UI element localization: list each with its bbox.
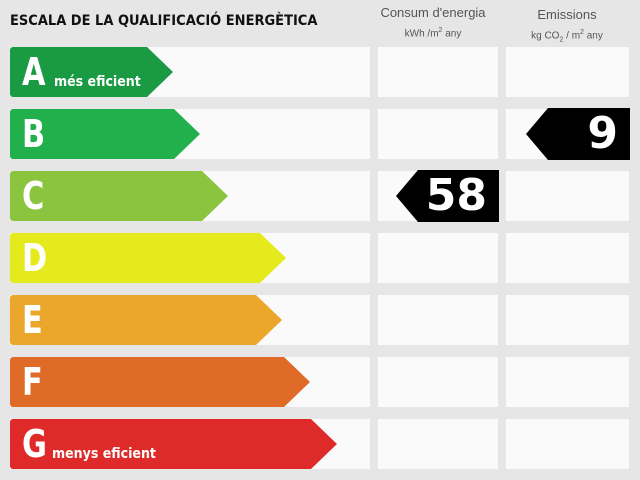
emissions-cell-g [506, 419, 629, 469]
emissions-cell-c [506, 171, 629, 221]
emissions-unit: kg CO2 / m2 any [531, 29, 603, 44]
rating-letter-c: C [22, 174, 45, 218]
rating-letter-e: E [22, 298, 43, 342]
emissions-cell-f [506, 357, 629, 407]
rating-arrow-b [10, 109, 200, 159]
consum-cell-e [378, 295, 498, 345]
emissions-cell-e [506, 295, 629, 345]
consum-cell-a [378, 47, 498, 97]
consum-value-badge: 58 [396, 170, 499, 222]
rating-arrow-e [10, 295, 282, 345]
rating-letter-f: F [22, 360, 43, 404]
emissions-label: Emissions [537, 7, 597, 22]
consum-label: Consum d'energia [380, 5, 486, 20]
emissions-header: Emissions kg CO2 / m2 any [505, 7, 629, 47]
rating-letter-d: D [22, 236, 48, 280]
chart-title: ESCALA DE LA QUALIFICACIÓ ENERGÈTICA [10, 13, 318, 29]
rating-label-g: menys eficient [52, 446, 156, 462]
rating-arrow-g [10, 419, 337, 469]
rating-arrow-f [10, 357, 310, 407]
consum-cell-b [378, 109, 498, 159]
rating-label-a: més eficient [54, 74, 141, 90]
rating-arrow-c [10, 171, 228, 221]
rating-letter-a: A [22, 50, 46, 94]
consum-cell-f [378, 357, 498, 407]
emissions-value-badge: 9 [526, 108, 630, 160]
emissions-cell-a [506, 47, 629, 97]
rating-arrow-d [10, 233, 286, 283]
rating-arrow-a [10, 47, 173, 97]
consum-unit: kWh /m2 any [404, 27, 462, 40]
consum-header: Consum d'energia kWh /m2 any [376, 5, 490, 41]
rating-letter-g: G [22, 422, 47, 466]
consum-cell-g [378, 419, 498, 469]
rating-letter-b: B [22, 112, 46, 156]
consum-cell-d [378, 233, 498, 283]
emissions-cell-d [506, 233, 629, 283]
